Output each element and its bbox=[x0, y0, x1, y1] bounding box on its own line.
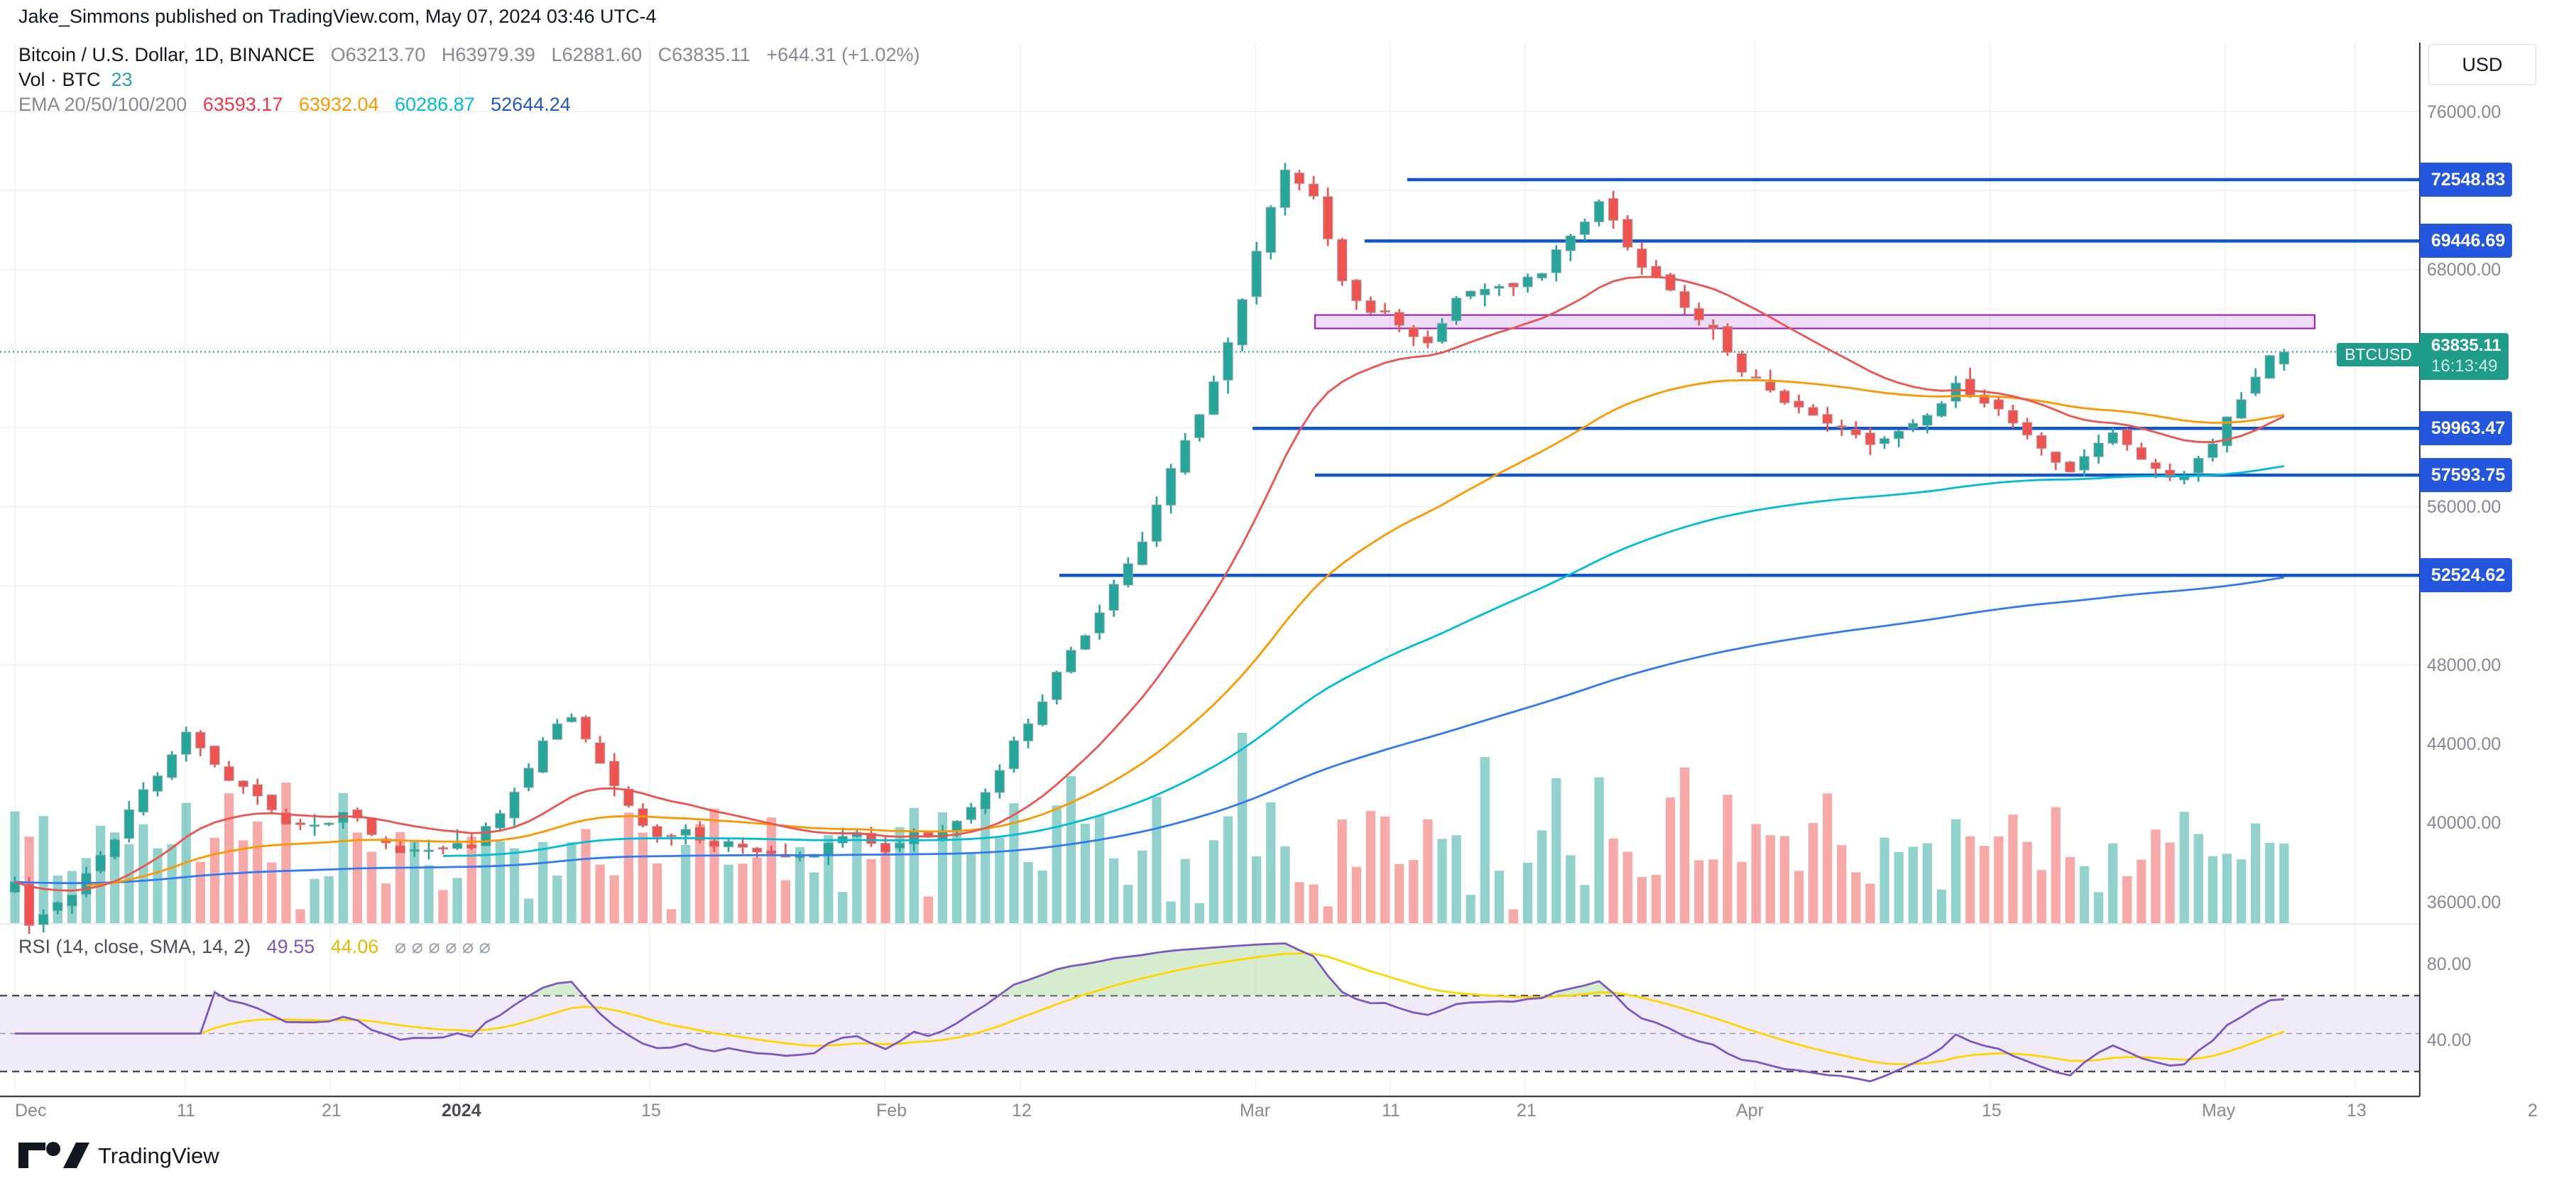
svg-text:TradingView: TradingView bbox=[98, 1143, 219, 1168]
